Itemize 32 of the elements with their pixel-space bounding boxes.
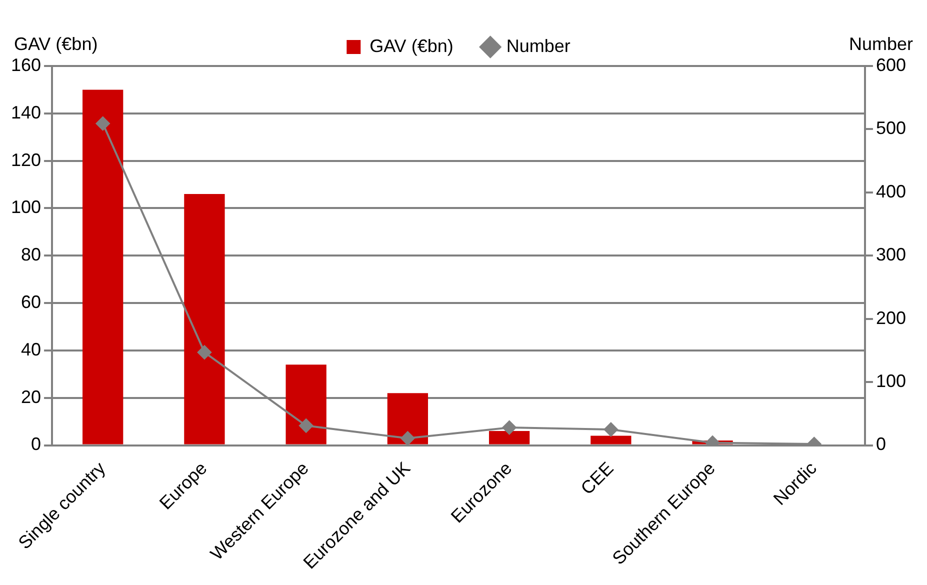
y-axis-title: GAV (€bn) <box>14 34 98 54</box>
bar <box>590 436 632 444</box>
bar <box>488 431 530 444</box>
legend-label: Number <box>506 36 570 56</box>
y-tick-label: 100 <box>10 197 42 218</box>
y2-tick-label: 0 <box>876 434 886 454</box>
bar <box>387 393 428 444</box>
legend-label: GAV (€bn) <box>370 36 454 56</box>
y2-tick-label: 600 <box>876 54 906 75</box>
y2-tick-label: 300 <box>876 244 906 265</box>
y2-tick-label: 400 <box>876 181 906 202</box>
point <box>96 116 110 131</box>
y2-tick-label: 100 <box>876 371 906 392</box>
point <box>502 420 516 435</box>
y-tick-label: 60 <box>21 292 42 312</box>
y2-tick-label: 200 <box>876 308 906 328</box>
y-tick-label: 20 <box>21 386 42 407</box>
y2-axis-title: Number <box>848 34 913 54</box>
y-tick-label: 40 <box>21 339 42 360</box>
y-tick-label: 120 <box>10 150 42 170</box>
y2-tick-label: 500 <box>876 118 906 138</box>
y-tick-label: 160 <box>10 54 42 75</box>
bar <box>82 90 124 444</box>
y-tick-label: 80 <box>21 244 42 265</box>
point <box>197 345 212 360</box>
bar <box>184 194 225 444</box>
point <box>299 418 314 433</box>
y-tick-label: 140 <box>10 102 42 122</box>
point <box>604 422 618 436</box>
bar <box>286 364 326 444</box>
y-tick-label: 0 <box>31 434 42 454</box>
point <box>400 431 415 446</box>
